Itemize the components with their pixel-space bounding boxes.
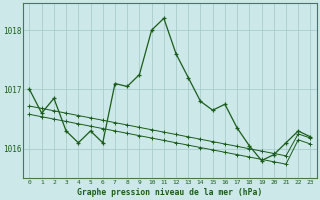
X-axis label: Graphe pression niveau de la mer (hPa): Graphe pression niveau de la mer (hPa) <box>77 188 263 197</box>
